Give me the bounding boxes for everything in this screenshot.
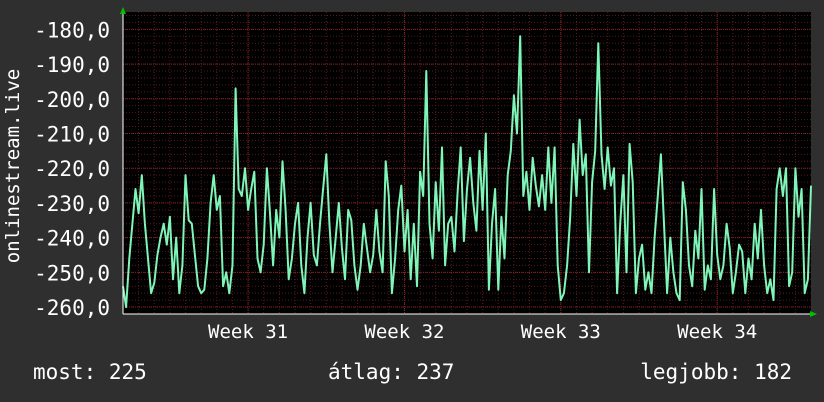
- best-value-stat: legjobb: 182: [640, 360, 792, 384]
- x-tick-label: Week 31: [208, 321, 288, 343]
- best-value: 182: [754, 360, 792, 384]
- y-tick-label: -240,0: [34, 227, 110, 251]
- y-tick-label: -200,0: [34, 88, 110, 112]
- y-tick-label: -250,0: [34, 261, 110, 285]
- x-axis-arrow: [810, 311, 817, 317]
- y-tick-label: -260,0: [34, 296, 110, 320]
- x-tick-label: Week 33: [521, 321, 601, 343]
- y-axis-ticks: -180,0 -190,0 -200,0 -210,0 -220,0 -230,0 -240…: [34, 18, 110, 320]
- stats-footer: most: 225 átlag: 237 legjobb: 182: [0, 360, 824, 390]
- y-tick-label: -220,0: [34, 157, 110, 181]
- x-tick-label: Week 34: [677, 321, 757, 343]
- series-line: [122, 35, 812, 309]
- y-axis-arrow: [120, 7, 126, 14]
- x-axis-ticks: Week 31 Week 32 Week 33 Week 34: [208, 321, 757, 343]
- current-value-label: most:: [33, 360, 97, 384]
- current-value-stat: most: 225: [33, 360, 147, 384]
- y-tick-label: -230,0: [34, 192, 110, 216]
- y-tick-label: -180,0: [34, 18, 110, 42]
- average-value-stat: átlag: 237: [328, 360, 454, 384]
- current-value: 225: [108, 360, 147, 384]
- grid: [122, 12, 811, 314]
- y-tick-label: -190,0: [34, 53, 110, 77]
- average-value: 237: [416, 360, 455, 384]
- x-tick-label: Week 32: [364, 321, 444, 343]
- average-value-label: átlag:: [328, 360, 404, 384]
- line-chart: -180,0 -190,0 -200,0 -210,0 -220,0 -230,0 -240…: [2, 7, 817, 343]
- y-axis-label: onlinestream.live: [2, 69, 24, 263]
- best-value-label: legjobb:: [640, 360, 742, 384]
- y-tick-label: -210,0: [34, 122, 110, 146]
